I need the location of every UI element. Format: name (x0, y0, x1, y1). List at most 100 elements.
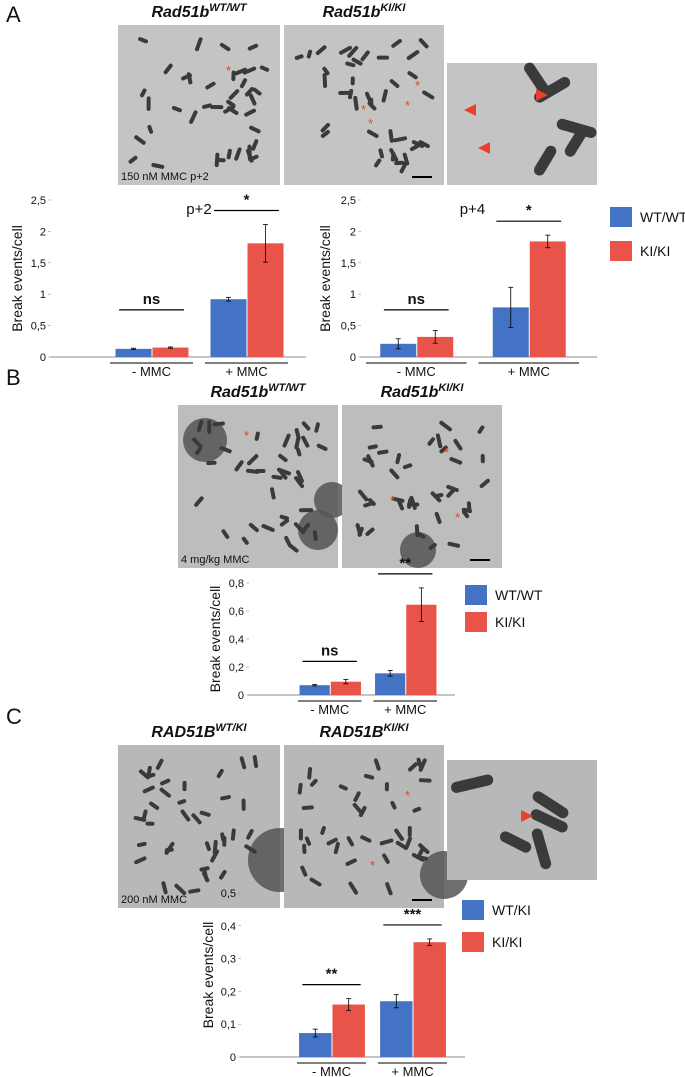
chromosome (406, 50, 420, 61)
chromosome (422, 90, 435, 100)
y-tick-label: 2,5 (31, 195, 46, 207)
bar (299, 685, 330, 695)
image-caption: 4 mg/kg MMC (181, 554, 250, 566)
chromosome (374, 158, 382, 168)
x-tick-label: + MMC (225, 364, 267, 379)
chromosome (439, 445, 448, 454)
y-tick-label: 1,5 (341, 258, 356, 270)
chromosome (345, 61, 356, 68)
chromosome (394, 160, 405, 166)
chromosome (219, 42, 231, 52)
chromosome (362, 457, 374, 465)
chromosome (389, 468, 400, 480)
x-tick-label: + MMC (391, 1064, 433, 1077)
chromosome (226, 148, 232, 160)
chromosome (180, 809, 191, 822)
chromosome (216, 768, 224, 779)
arrowhead (478, 142, 490, 154)
chromosome (385, 882, 393, 896)
chromosome (174, 883, 187, 896)
micrograph (447, 760, 597, 880)
chromosome (310, 778, 318, 787)
chromosome (295, 447, 302, 457)
chromosome (231, 70, 236, 82)
break-marker: * (405, 98, 410, 113)
chromosome (155, 758, 164, 770)
chromosome (353, 791, 361, 802)
chromosome (446, 484, 459, 493)
arrowhead (464, 104, 476, 116)
chromosome (244, 108, 256, 117)
chromosome (255, 469, 266, 474)
chromosome (241, 798, 246, 811)
break-marker: * (226, 63, 231, 78)
chromosome (248, 522, 259, 533)
significance-label: ns (321, 642, 339, 659)
chromosome (427, 437, 435, 446)
chromosome (338, 784, 348, 791)
chromosome (409, 142, 422, 152)
chromosome (533, 145, 557, 176)
chromosome (532, 791, 569, 819)
x-tick-label: + MMC (384, 702, 426, 717)
label-superscript: KI/KI (438, 382, 464, 394)
break-marker: * (244, 428, 249, 443)
chromosome (301, 421, 311, 431)
y-axis-label: Break events/cell (207, 586, 223, 693)
y-tick-label: 2,5 (341, 195, 356, 207)
bar (529, 241, 566, 357)
y-axis-label: Break events/cell (317, 225, 333, 332)
chromosome (378, 148, 384, 159)
chromosome (439, 420, 452, 432)
label-base: Rad51b (151, 4, 209, 21)
bar (380, 343, 417, 357)
chromosome (214, 152, 220, 168)
chromosome (379, 838, 394, 846)
chromosome (360, 835, 372, 843)
y-tick-label: 0 (238, 690, 244, 702)
chromosome (346, 836, 355, 847)
chromosome (300, 522, 311, 534)
legend-swatch (465, 585, 487, 605)
nucleus (314, 482, 350, 518)
y-tick-label: 0,5 (341, 321, 356, 333)
chromosome (226, 99, 236, 108)
chromosome (163, 63, 173, 75)
chromosome (299, 508, 314, 513)
chromosome (294, 476, 305, 489)
y-tick-label: 1,5 (31, 258, 46, 270)
chromosome (447, 541, 461, 548)
chromosome (371, 424, 383, 430)
chromosome (259, 65, 270, 72)
chromosome (499, 831, 532, 853)
label-base: RAD51B (151, 724, 215, 741)
micrograph: * (118, 25, 280, 185)
significance-label: * (244, 191, 250, 208)
panel-letter: C (6, 704, 22, 729)
chromosome (297, 782, 303, 795)
chromosome (195, 446, 203, 455)
bar (299, 1033, 332, 1057)
bar (413, 942, 446, 1057)
micrograph (447, 62, 597, 185)
chromosome (294, 54, 304, 60)
chromosome (326, 837, 338, 846)
chromosome (407, 71, 418, 80)
chromosome (279, 518, 290, 527)
chromosome (407, 825, 412, 838)
chromosome (252, 87, 262, 96)
chromosome (556, 118, 597, 138)
image-caption: 200 nM MMC (121, 894, 187, 906)
image-label: Rad51bKI/KI (323, 2, 407, 21)
label-base: Rad51b (210, 384, 268, 401)
chromosome (304, 836, 312, 846)
chromosome (205, 81, 216, 90)
chromosome (394, 828, 405, 841)
significance-label: ns (143, 291, 161, 308)
legend-label: WT/WT (640, 209, 685, 225)
chromosome (177, 799, 187, 805)
chromosome (352, 802, 363, 814)
chromosome (210, 105, 224, 110)
chromosome (244, 844, 257, 854)
chromosome (228, 89, 240, 100)
